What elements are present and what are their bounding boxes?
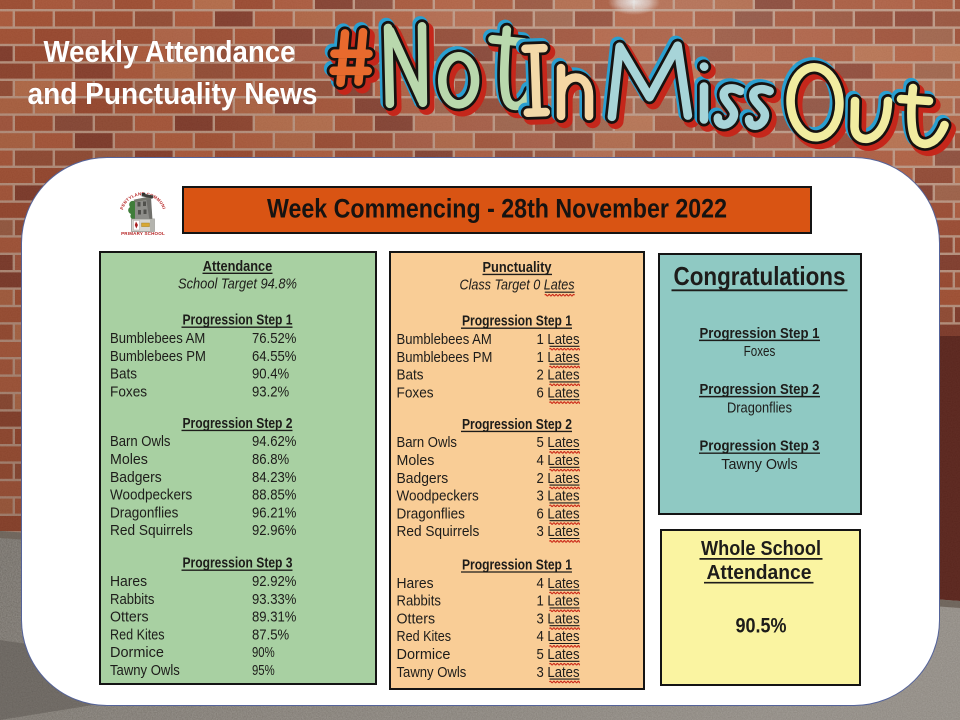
svg-text:Tawny Owls: Tawny Owls (721, 457, 797, 473)
svg-text:Progression Step 3: Progression Step 3 (700, 438, 820, 455)
svg-text:3 Lates: 3 Lates (537, 489, 580, 505)
svg-text:Red Squirrels: Red Squirrels (397, 524, 480, 540)
svg-text:1 Lates: 1 Lates (537, 332, 580, 348)
svg-text:3 Lates: 3 Lates (537, 524, 580, 540)
svg-text:Dragonflies: Dragonflies (727, 400, 792, 416)
svg-text:93.33%: 93.33% (252, 592, 296, 608)
svg-text:Bumblebees PM: Bumblebees PM (397, 350, 493, 366)
svg-text:Attendance: Attendance (203, 259, 273, 275)
svg-text:94.62%: 94.62% (252, 434, 296, 450)
svg-text:Progression Step 1: Progression Step 1 (700, 325, 820, 342)
svg-text:5 Lates: 5 Lates (537, 647, 580, 663)
svg-text:Red Squirrels: Red Squirrels (110, 523, 193, 539)
svg-text:Foxes: Foxes (110, 384, 147, 400)
svg-text:Progression Step 1: Progression Step 1 (183, 313, 293, 329)
svg-text:Rabbits: Rabbits (110, 592, 154, 608)
svg-text:64.55%: 64.55% (252, 349, 296, 365)
svg-text:86.8%: 86.8% (252, 452, 289, 468)
svg-text:Rabbits: Rabbits (397, 594, 441, 610)
svg-text:Hares: Hares (110, 574, 147, 590)
svg-text:Whole School: Whole School (701, 537, 821, 560)
svg-text:Week Commencing - 28th Novembe: Week Commencing - 28th November 2022 (267, 194, 727, 224)
svg-text:Foxes: Foxes (744, 344, 776, 360)
svg-text:90%: 90% (252, 645, 275, 661)
svg-text:92.92%: 92.92% (252, 574, 296, 590)
svg-text:Woodpeckers: Woodpeckers (397, 489, 479, 505)
svg-text:4 Lates: 4 Lates (537, 576, 580, 592)
svg-text:Moles: Moles (110, 452, 148, 468)
svg-text:Class Target 0 Lates: Class Target 0 Lates (460, 278, 575, 294)
svg-text:Progression Step 2: Progression Step 2 (700, 381, 820, 398)
svg-text:Tawny Owls: Tawny Owls (110, 663, 180, 679)
svg-text:Badgers: Badgers (397, 471, 449, 487)
svg-text:Tawny Owls: Tawny Owls (397, 665, 467, 681)
svg-text:89.31%: 89.31% (252, 610, 296, 626)
svg-text:Dragonflies: Dragonflies (397, 506, 465, 522)
svg-text:1 Lates: 1 Lates (537, 594, 580, 610)
svg-text:School Target 94.8%: School Target 94.8% (178, 277, 297, 293)
svg-text:6 Lates: 6 Lates (537, 506, 580, 522)
svg-text:90.4%: 90.4% (252, 367, 289, 383)
svg-text:88.85%: 88.85% (252, 488, 296, 504)
svg-text:PRIMARY SCHOOL: PRIMARY SCHOOL (121, 231, 165, 236)
svg-text:5 Lates: 5 Lates (537, 435, 580, 451)
svg-text:Progression Step 1: Progression Step 1 (462, 314, 572, 330)
svg-text:92.96%: 92.96% (252, 523, 296, 539)
svg-text:84.23%: 84.23% (252, 470, 296, 486)
svg-text:Progression Step 2: Progression Step 2 (183, 416, 293, 432)
svg-text:Hares: Hares (397, 576, 434, 592)
svg-text:Progression Step 1: Progression Step 1 (462, 558, 572, 574)
svg-text:Foxes: Foxes (397, 385, 434, 401)
svg-text:Progression Step 2: Progression Step 2 (462, 417, 572, 433)
svg-text:Bumblebees AM: Bumblebees AM (110, 331, 205, 347)
svg-text:6 Lates: 6 Lates (537, 385, 580, 401)
svg-text:Barn Owls: Barn Owls (397, 435, 457, 451)
svg-text:4 Lates: 4 Lates (537, 629, 580, 645)
svg-text:Red Kites: Red Kites (110, 627, 165, 643)
svg-text:87.5%: 87.5% (252, 627, 289, 643)
svg-text:3 Lates: 3 Lates (537, 665, 580, 681)
svg-text:Badgers: Badgers (110, 470, 162, 486)
svg-text:90.5%: 90.5% (736, 615, 787, 638)
svg-text:Bats: Bats (110, 367, 137, 383)
svg-text:Weekly Attendance: Weekly Attendance (44, 35, 296, 69)
svg-text:Dormice: Dormice (110, 645, 164, 661)
svg-text:3 Lates: 3 Lates (537, 611, 580, 627)
svg-text:Barn Owls: Barn Owls (110, 434, 170, 450)
svg-text:Otters: Otters (110, 610, 149, 626)
svg-text:1 Lates: 1 Lates (537, 350, 580, 366)
svg-text:Bumblebees PM: Bumblebees PM (110, 349, 206, 365)
svg-text:93.2%: 93.2% (252, 384, 289, 400)
svg-text:95%: 95% (252, 663, 275, 679)
svg-text:76.52%: 76.52% (252, 331, 296, 347)
svg-text:96.21%: 96.21% (252, 505, 296, 521)
svg-text:Woodpeckers: Woodpeckers (110, 488, 192, 504)
svg-text:Punctuality: Punctuality (483, 260, 553, 276)
svg-text:and Punctuality News: and Punctuality News (28, 77, 318, 111)
svg-text:Moles: Moles (397, 453, 435, 469)
svg-text:Congratulations: Congratulations (674, 261, 846, 291)
svg-text:Progression Step 3: Progression Step 3 (183, 556, 293, 572)
svg-text:Red Kites: Red Kites (397, 629, 452, 645)
svg-text:Otters: Otters (397, 611, 436, 627)
svg-text:Bats: Bats (397, 368, 424, 384)
svg-text:2 Lates: 2 Lates (537, 471, 580, 487)
svg-text:4 Lates: 4 Lates (537, 453, 580, 469)
svg-text:Attendance: Attendance (707, 561, 812, 584)
svg-text:Bumblebees AM: Bumblebees AM (397, 332, 492, 348)
svg-text:Dragonflies: Dragonflies (110, 505, 178, 521)
svg-text:2 Lates: 2 Lates (537, 368, 580, 384)
svg-text:Dormice: Dormice (397, 647, 451, 663)
